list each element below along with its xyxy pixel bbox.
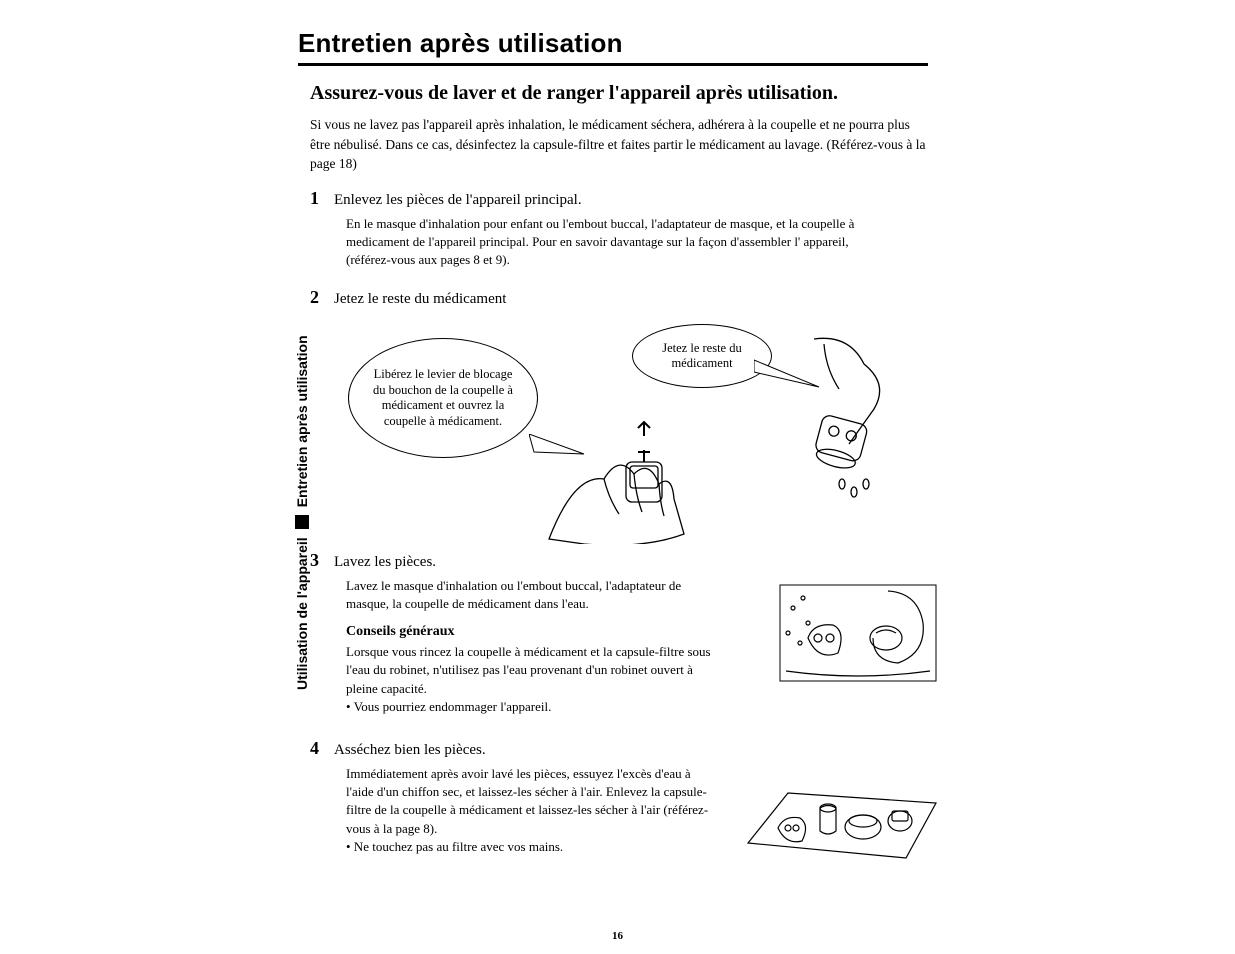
page-number: 16 bbox=[612, 930, 623, 942]
page-subtitle: Assurez-vous de laver et de ranger l'app… bbox=[310, 80, 928, 107]
step-4-title: Asséchez bien les pièces. bbox=[334, 742, 486, 759]
step-1-header: 1 Enlevez les pièces de l'appareil princ… bbox=[310, 188, 928, 209]
step-4-body: Immédiatement après avoir lavé les pièce… bbox=[346, 765, 716, 838]
step-4-bullet: • Ne touchez pas au filtre avec vos main… bbox=[346, 838, 716, 856]
page-content: Entretien après utilisation Assurez-vous… bbox=[298, 28, 928, 865]
bubble-unlock-text: Libérez le levier de blocage du bouchon … bbox=[367, 367, 519, 430]
bubble-discard-text: Jetez le reste du médicament bbox=[651, 341, 753, 372]
dry-parts-illustration-icon bbox=[738, 773, 938, 863]
page-title: Entretien après utilisation bbox=[298, 28, 928, 66]
step-2-number: 2 bbox=[310, 287, 334, 308]
step-3-bullet: • Vous pourriez endommager l'appareil. bbox=[346, 698, 726, 716]
step-4-number: 4 bbox=[310, 738, 334, 759]
step-2-title: Jetez le reste du médicament bbox=[334, 291, 506, 308]
step-3-header: 3 Lavez les pièces. bbox=[310, 550, 928, 571]
step-3-number: 3 bbox=[310, 550, 334, 571]
step-4-header: 4 Asséchez bien les pièces. bbox=[310, 738, 928, 759]
intro-paragraph: Si vous ne lavez pas l'appareil après in… bbox=[310, 115, 928, 174]
open-cup-illustration-icon bbox=[544, 384, 714, 544]
step-2-header: 2 Jetez le reste du médicament bbox=[310, 287, 928, 308]
step-3-tip-title: Conseils généraux bbox=[346, 622, 726, 642]
discard-illustration-icon bbox=[754, 334, 924, 514]
step-3-title: Lavez les pièces. bbox=[334, 554, 436, 571]
speech-bubble-discard: Jetez le reste du médicament bbox=[632, 324, 772, 388]
step-2-diagram: Libérez le levier de blocage du bouchon … bbox=[334, 314, 928, 544]
step-1-body: En le masque d'inhalation pour enfant ou… bbox=[346, 215, 866, 270]
step-1-title: Enlevez les pièces de l'appareil princip… bbox=[334, 192, 582, 209]
step-1-number: 1 bbox=[310, 188, 334, 209]
speech-bubble-unlock: Libérez le levier de blocage du bouchon … bbox=[348, 338, 538, 458]
step-3-tip-body: Lorsque vous rincez la coupelle à médica… bbox=[346, 643, 726, 698]
step-3-body: Lavez le masque d'inhalation ou l'embout… bbox=[346, 577, 726, 613]
wash-parts-illustration-icon bbox=[778, 583, 938, 683]
step-3-section: Lavez le masque d'inhalation ou l'embout… bbox=[298, 577, 928, 716]
step-4-section: Immédiatement après avoir lavé les pièce… bbox=[298, 765, 928, 865]
